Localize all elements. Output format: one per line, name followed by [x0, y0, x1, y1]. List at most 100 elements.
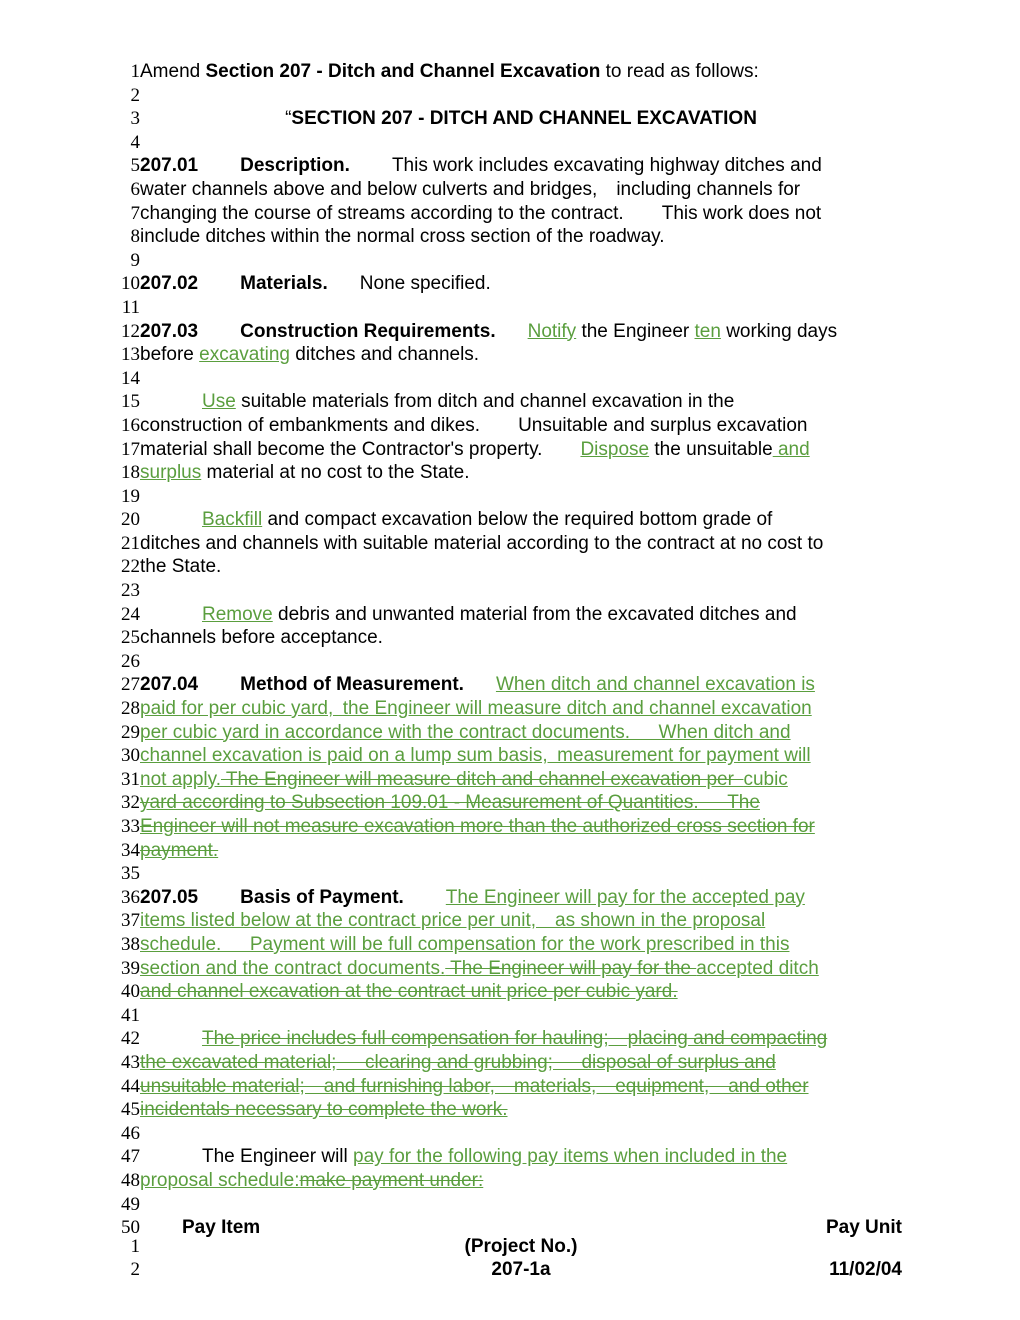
- section-num: 207.01: [140, 155, 198, 176]
- line-body: before excavating ditches and channels.: [140, 343, 902, 367]
- inserted-text: Use: [202, 391, 236, 412]
- line-number: 8: [118, 225, 140, 249]
- text: material shall become the Contractor's p…: [140, 439, 580, 460]
- text: the unsuitable: [649, 439, 773, 460]
- inserted-text: Remove: [202, 604, 273, 625]
- line-body: [140, 650, 902, 674]
- line-number: 26: [118, 650, 140, 674]
- inserted-text: Dispose: [580, 439, 649, 460]
- text: to read as follows:: [600, 61, 758, 82]
- line-28: 28paid for per cubic yard, the Engineer …: [118, 697, 902, 721]
- line-body: the State.: [140, 555, 902, 579]
- line-20: 20 Backfill and compact excavation below…: [118, 508, 902, 532]
- text: suitable materials from ditch and channe…: [236, 391, 735, 412]
- section-title: SECTION 207 - DITCH AND CHANNEL EXCAVATI…: [291, 108, 757, 129]
- line-body: surplus material at no cost to the State…: [140, 461, 902, 485]
- line-27: 27 207.04Method of Measurement.When ditc…: [118, 673, 902, 697]
- line-number: 9: [118, 249, 140, 273]
- inserted-text: accepted ditch: [696, 958, 819, 979]
- text: ditches and channels.: [290, 344, 479, 365]
- line-number: 10: [118, 272, 140, 296]
- line-body: Use suitable materials from ditch and ch…: [140, 390, 902, 414]
- inserted-text: When ditch and channel excavation is: [496, 674, 815, 695]
- text-bold: Section 207 - Ditch and Channel Excavati…: [205, 61, 600, 82]
- line-body: [140, 579, 902, 603]
- line-43: 43the excavated material; clearing and g…: [118, 1051, 902, 1075]
- inserted-text: items listed below at the contract price…: [140, 909, 902, 933]
- line-number: 7: [118, 202, 140, 226]
- line-number: 16: [118, 414, 140, 438]
- line-number: 27: [118, 673, 140, 697]
- document-page: 1 Amend Section 207 - Ditch and Channel …: [0, 0, 1020, 1320]
- text: debris and unwanted material from the ex…: [273, 604, 797, 625]
- line-11: 11: [118, 296, 902, 320]
- inserted-text: cubic: [743, 769, 787, 790]
- line-number: 38: [118, 933, 140, 957]
- line-24: 24 Remove debris and unwanted material f…: [118, 603, 902, 627]
- line-42: 42 The price includes full compensation …: [118, 1027, 902, 1051]
- line-number: 2: [118, 1258, 140, 1282]
- line-45: 45incidentals necessary to complete the …: [118, 1098, 902, 1122]
- inserted-text: channel excavation is paid on a lump sum…: [140, 744, 902, 768]
- line-body: not apply. The Engineer will measure dit…: [140, 768, 902, 792]
- text: None specified.: [360, 273, 491, 294]
- line-number: 40: [118, 980, 140, 1004]
- line-16: 16construction of embankments and dikes.…: [118, 414, 902, 438]
- inserted-text: Backfill: [202, 509, 262, 530]
- line-number: 28: [118, 697, 140, 721]
- line-48: 48 proposal schedule:make payment under:: [118, 1169, 902, 1193]
- line-number: 14: [118, 367, 140, 391]
- footer-line-1: 1 (Project No.): [118, 1235, 902, 1259]
- line-body: The Engineer will pay for the following …: [140, 1145, 902, 1169]
- line-3: 3 “SECTION 207 - DITCH AND CHANNEL EXCAV…: [118, 107, 902, 131]
- line-number: 6: [118, 178, 140, 202]
- section-heading: Construction Requirements.: [240, 321, 495, 342]
- line-37: 37items listed below at the contract pri…: [118, 909, 902, 933]
- line-5: 5 207.01Description.This work includes e…: [118, 154, 902, 178]
- line-number: 48: [118, 1169, 140, 1193]
- line-number: 30: [118, 744, 140, 768]
- text: the Engineer: [576, 321, 694, 342]
- inserted-text: ten: [695, 321, 721, 342]
- line-number: 44: [118, 1075, 140, 1099]
- line-21: 21ditches and channels with suitable mat…: [118, 532, 902, 556]
- deleted-text: make payment under:: [300, 1170, 484, 1191]
- line-number: 29: [118, 721, 140, 745]
- line-body: [140, 1004, 902, 1028]
- text: The Engineer will: [202, 1146, 353, 1167]
- line-22: 22the State.: [118, 555, 902, 579]
- line-body: channels before acceptance.: [140, 626, 902, 650]
- line-body: 207.03Construction Requirements.Notify t…: [140, 320, 902, 344]
- line-19: 19: [118, 485, 902, 509]
- line-number: 49: [118, 1193, 140, 1217]
- line-body: [140, 249, 902, 273]
- line-body: construction of embankments and dikes. U…: [140, 414, 902, 438]
- line-number: 23: [118, 579, 140, 603]
- text: working days: [721, 321, 837, 342]
- line-12: 12 207.03Construction Requirements.Notif…: [118, 320, 902, 344]
- line-number: 37: [118, 909, 140, 933]
- footer-date: 11/02/04: [829, 1258, 902, 1282]
- line-44: 44unsuitable material; and furnishing la…: [118, 1075, 902, 1099]
- deleted-text: the excavated material; clearing and gru…: [140, 1051, 902, 1075]
- deleted-text: unsuitable material; and furnishing labo…: [140, 1075, 902, 1099]
- line-number: 33: [118, 815, 140, 839]
- inserted-text: pay for the following pay items when inc…: [353, 1146, 787, 1167]
- line-number: 5: [118, 154, 140, 178]
- section-num: 207.04: [140, 674, 198, 695]
- line-body: material shall become the Contractor's p…: [140, 438, 902, 462]
- line-number: 36: [118, 886, 140, 910]
- deleted-text: payment.: [140, 839, 902, 863]
- line-2: 2: [118, 84, 902, 108]
- line-25: 25channels before acceptance.: [118, 626, 902, 650]
- line-number: 17: [118, 438, 140, 462]
- line-number: 25: [118, 626, 140, 650]
- line-6: 6water channels above and below culverts…: [118, 178, 902, 202]
- line-body: [140, 1122, 902, 1146]
- line-1: 1 Amend Section 207 - Ditch and Channel …: [118, 60, 902, 84]
- inserted-text: and: [773, 439, 810, 460]
- page-identifier: 207-1a: [140, 1258, 902, 1282]
- line-40: 40and channel excavation at the contract…: [118, 980, 902, 1004]
- line-23: 23: [118, 579, 902, 603]
- line-body: ditches and channels with suitable mater…: [140, 532, 902, 556]
